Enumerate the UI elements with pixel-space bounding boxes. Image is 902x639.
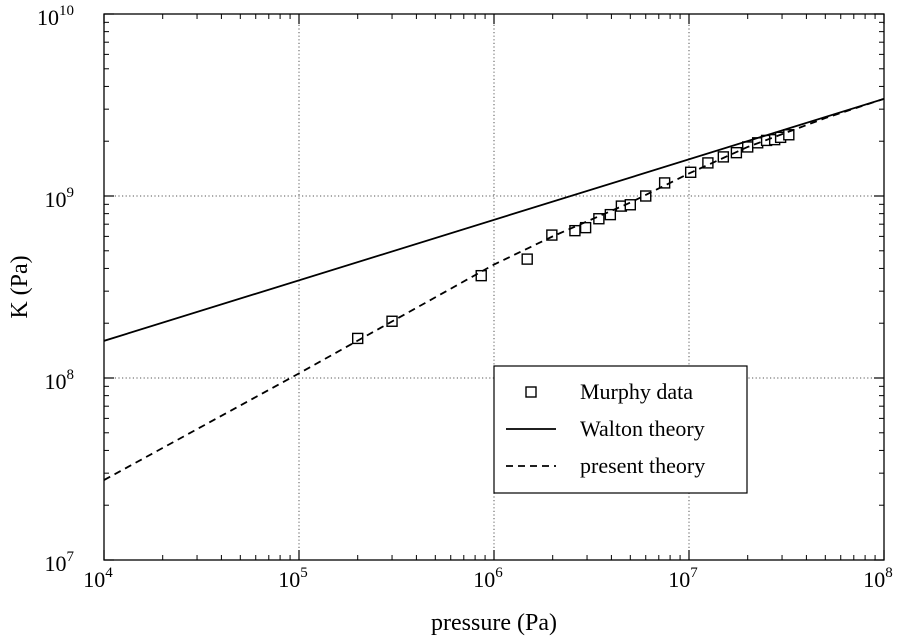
murphy-data-point xyxy=(604,208,617,221)
y-tick-label: 1010 xyxy=(37,3,74,30)
y-tick-label: 109 xyxy=(45,185,75,212)
tick-labels: 104 105 106 107 108 107 108 109 1010 xyxy=(37,3,893,592)
walton-theory-line xyxy=(104,97,884,342)
murphy-data-point xyxy=(475,269,487,282)
legend-label: Walton theory xyxy=(580,416,705,441)
plot-series xyxy=(104,97,884,481)
x-tick-label: 108 xyxy=(863,565,893,592)
present-theory-line xyxy=(104,97,884,481)
murphy-data-point xyxy=(546,229,558,241)
murphy-data-point xyxy=(521,253,533,265)
legend-items: Murphy data Walton theory present theory xyxy=(506,379,705,478)
murphy-data-point xyxy=(640,190,652,202)
x-tick-label: 104 xyxy=(83,565,113,592)
x-axis-title: pressure (Pa) xyxy=(431,610,557,636)
legend-marker-swatch xyxy=(525,386,537,398)
x-tick-label: 107 xyxy=(668,565,698,592)
axis-ticks xyxy=(103,13,885,561)
legend: Murphy data Walton theory present theory xyxy=(493,365,748,494)
legend-label: present theory xyxy=(580,453,705,478)
x-tick-label: 105 xyxy=(278,565,308,592)
y-tick-label: 107 xyxy=(45,549,75,576)
legend-label: Murphy data xyxy=(580,379,693,404)
murphy-data-point xyxy=(783,129,795,141)
murphy-data-point xyxy=(717,151,730,163)
y-axis-title: K (Pa) xyxy=(7,255,33,318)
y-tick-label: 108 xyxy=(45,367,75,394)
x-tick-label: 106 xyxy=(473,565,503,592)
